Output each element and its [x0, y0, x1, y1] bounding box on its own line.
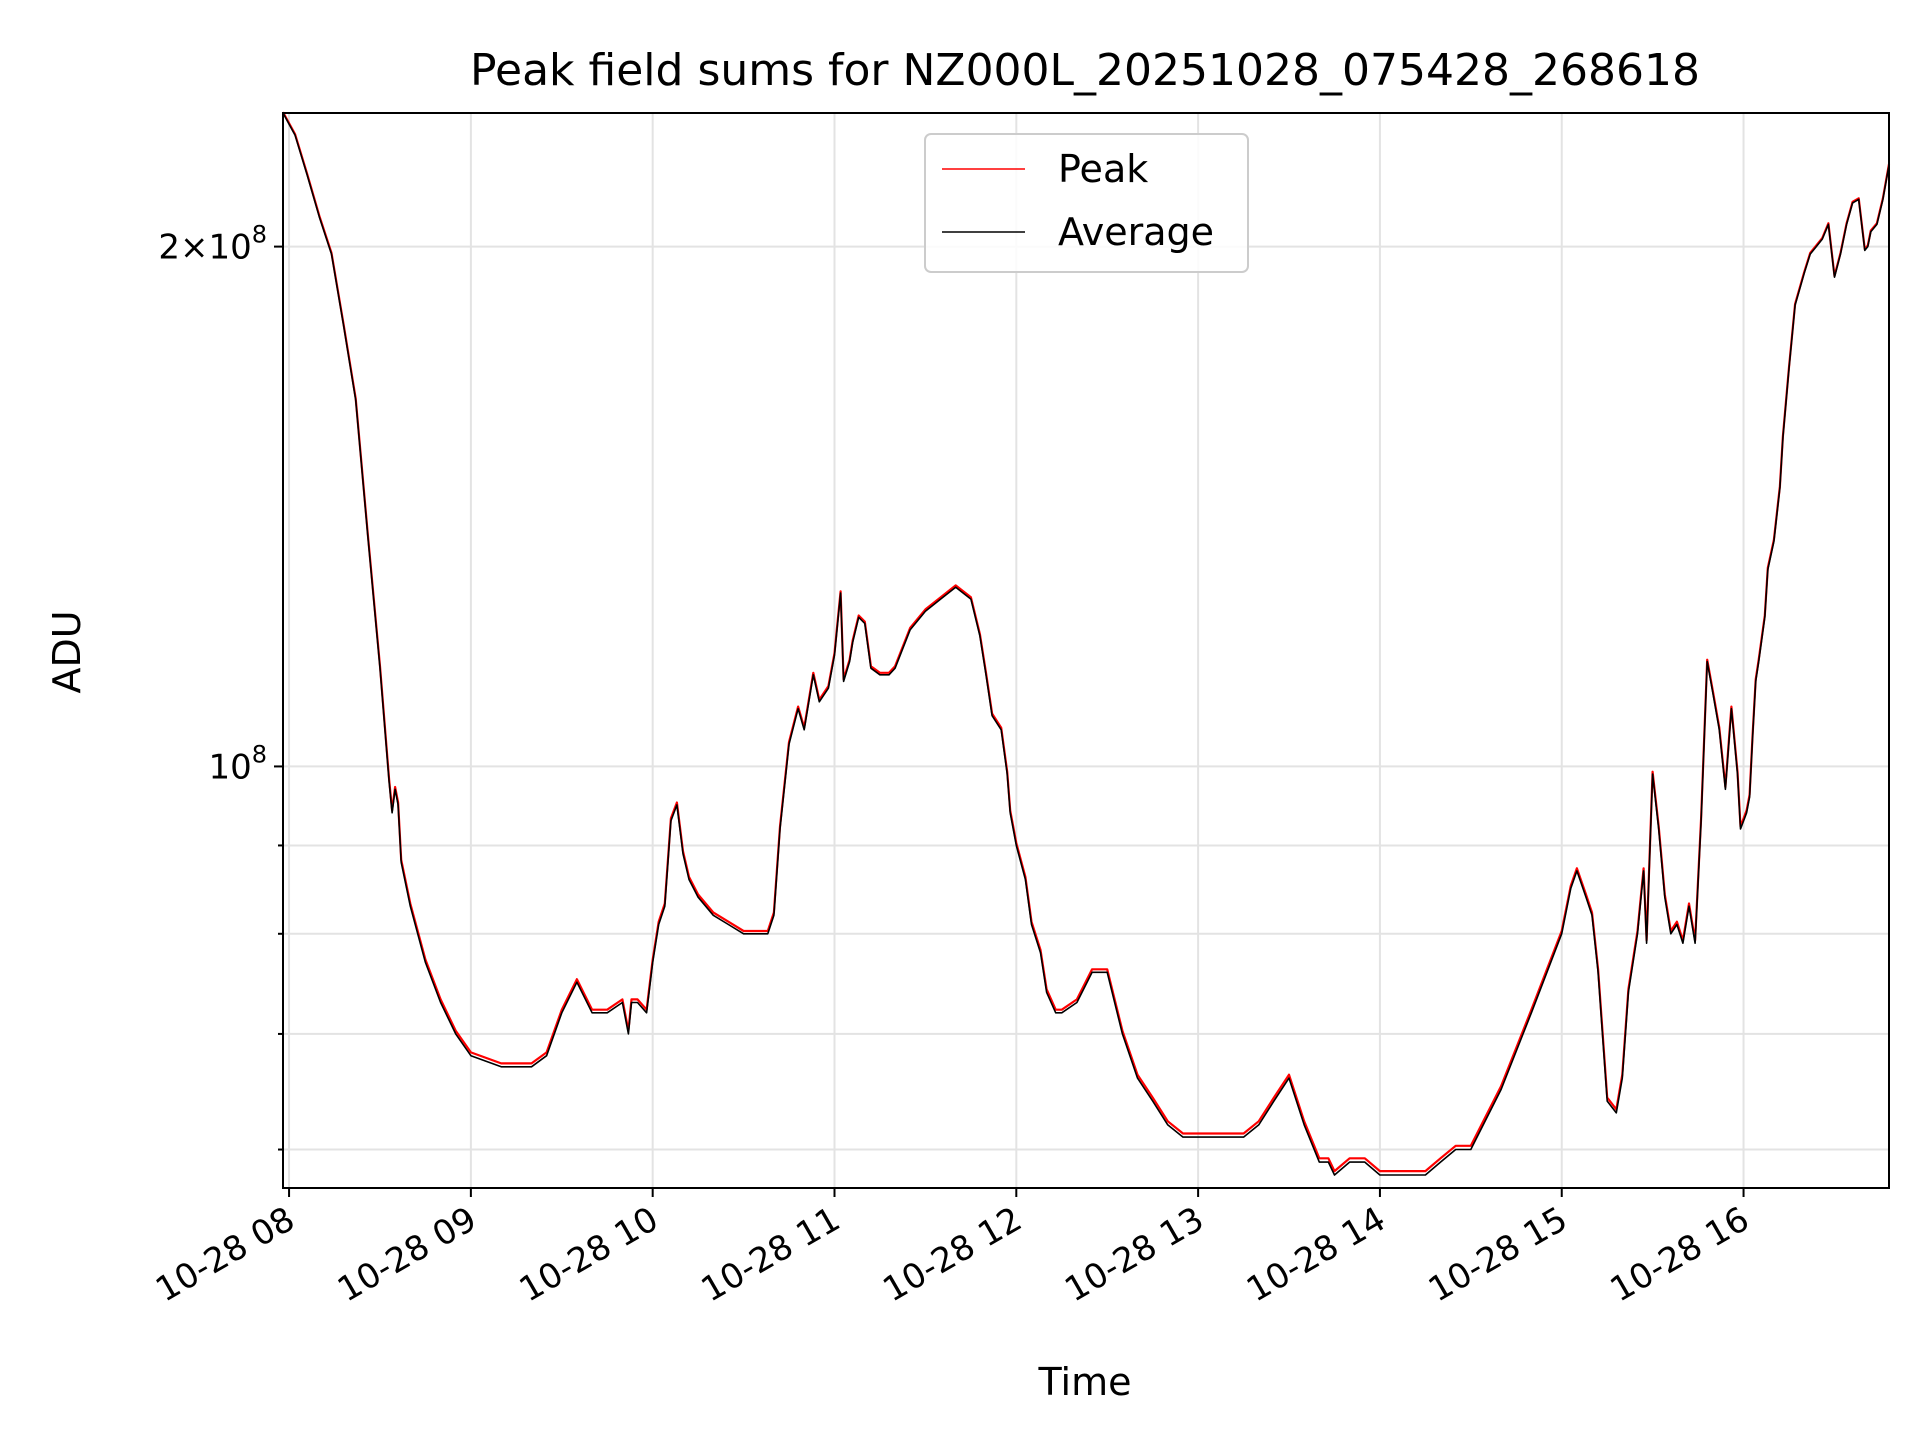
- y-axis-label: ADU: [45, 610, 89, 693]
- chart-title: Peak field sums for NZ000L_20251028_0754…: [470, 45, 1700, 96]
- y-tick-label: 2×108: [158, 221, 267, 268]
- y-tick-label: 108: [208, 740, 267, 787]
- series-layer: [282, 111, 1891, 1176]
- legend: Peak Average: [924, 133, 1249, 273]
- y-axis: 108 2×108: [158, 221, 283, 1151]
- x-axis-label: Time: [1038, 1360, 1132, 1404]
- average-series-line: [282, 112, 1890, 1176]
- legend-peak-label: Peak: [1058, 147, 1148, 191]
- plot-area-frame: [282, 112, 1890, 1189]
- legend-average-label: Average: [1058, 210, 1214, 254]
